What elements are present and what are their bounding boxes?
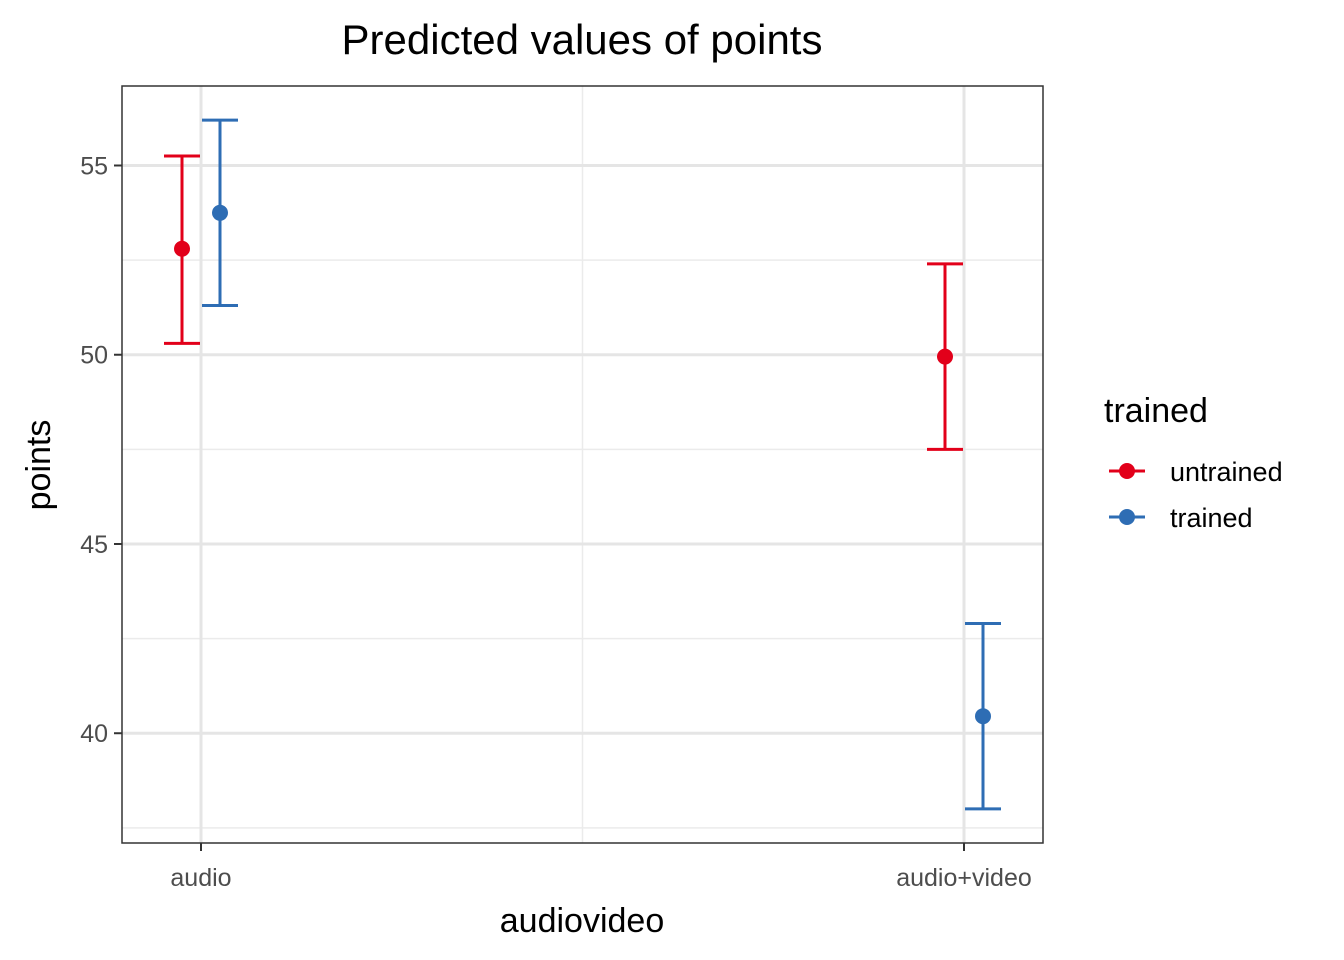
legend-items: untrained trained (1109, 457, 1283, 533)
y-tick-label: 40 (80, 720, 108, 748)
y-axis-title: points (20, 420, 58, 511)
x-axis-title: audiovideo (500, 902, 664, 940)
errorbar-group (927, 262, 963, 451)
grid-lines (122, 86, 1043, 843)
errorbar-group (965, 621, 1001, 811)
chart-title: Predicted values of points (342, 16, 823, 63)
errorbar-group (202, 118, 238, 308)
data-point (975, 708, 991, 725)
y-tick-label: 50 (80, 342, 108, 370)
data-marks (164, 118, 1001, 811)
data-point (174, 240, 190, 257)
errorbar-group (164, 154, 200, 345)
legend-key-point (1119, 509, 1135, 525)
data-point (937, 348, 953, 365)
axes: 40 45 50 55 audio audio+video (80, 152, 1032, 892)
y-tick-label: 45 (80, 531, 108, 559)
y-tick-label: 55 (80, 152, 108, 180)
legend-item: untrained (1109, 457, 1283, 487)
plot-panel-border (121, 85, 1044, 844)
legend-label: untrained (1170, 457, 1283, 487)
legend-key-point (1119, 463, 1135, 479)
data-point (212, 204, 228, 221)
x-tick-label: audio (170, 864, 231, 892)
legend-title: trained (1104, 392, 1208, 430)
legend: trained untrained trained (1104, 392, 1283, 533)
legend-item: trained (1109, 503, 1253, 533)
x-tick-label: audio+video (896, 864, 1032, 892)
legend-label: trained (1170, 503, 1253, 533)
